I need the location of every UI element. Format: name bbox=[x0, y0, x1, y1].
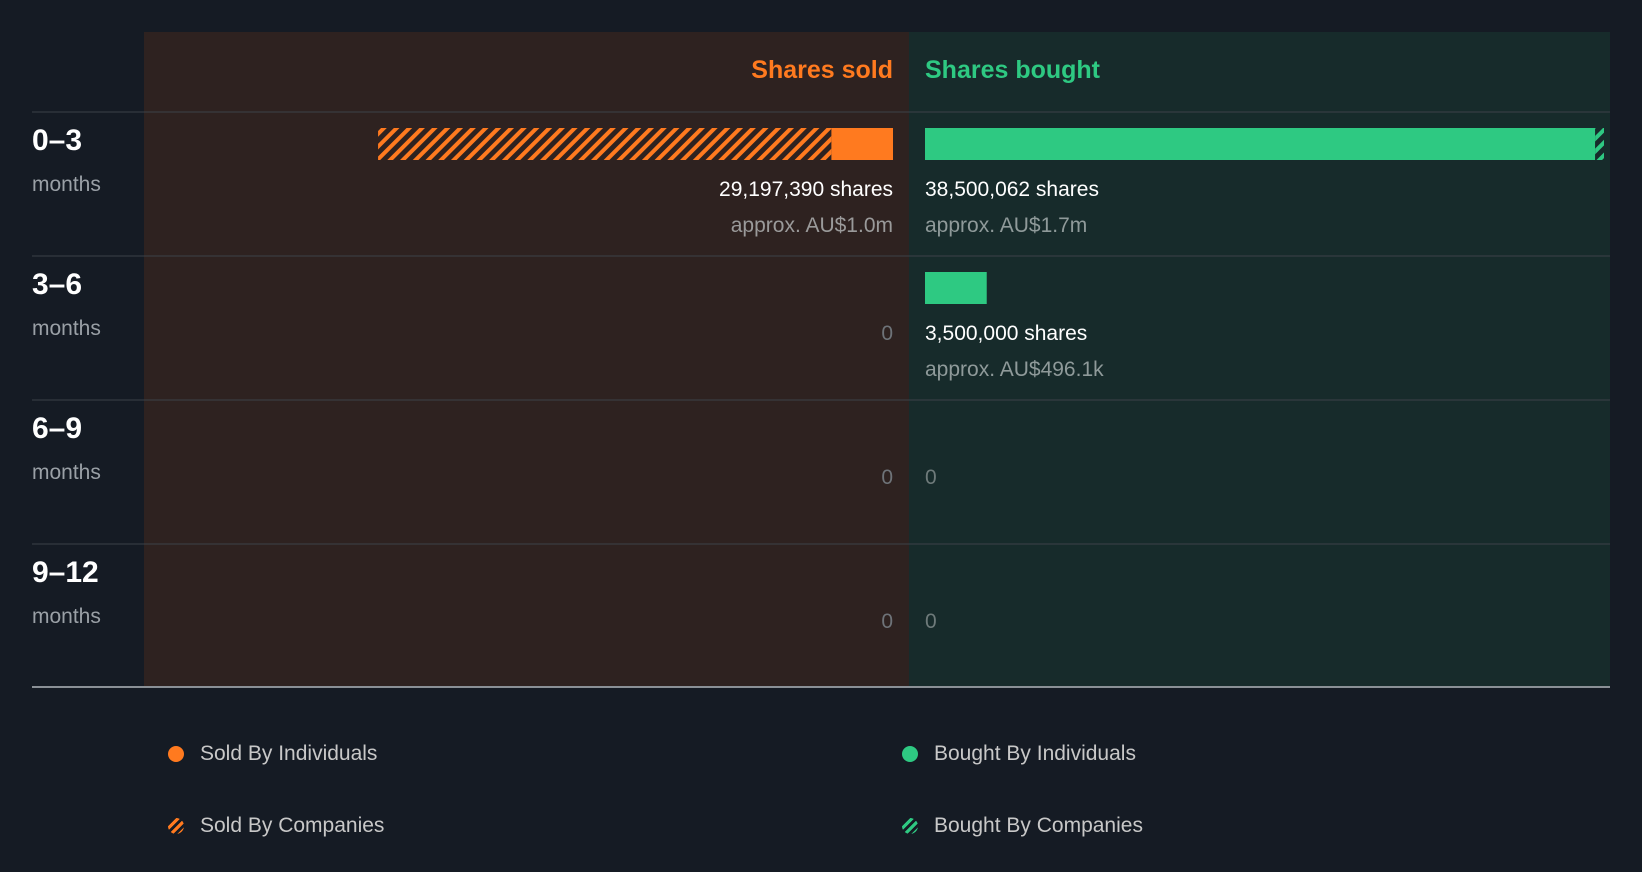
sold-individuals-dot-icon bbox=[168, 746, 184, 762]
sold-header: Shares sold bbox=[751, 56, 893, 84]
legend-sold-individuals: Sold By Individuals bbox=[168, 742, 377, 766]
period-range-label: 3–6 bbox=[32, 268, 82, 301]
bought-individuals-dot-icon bbox=[902, 746, 918, 762]
sold-value-label: approx. AU$1.0m bbox=[731, 214, 893, 237]
period-unit-label: months bbox=[32, 605, 101, 628]
insider-trading-chart: Shares sold Shares bought 0–3 months 29,19… bbox=[32, 32, 1610, 688]
sold-shares-label: 29,197,390 shares bbox=[719, 178, 893, 201]
bought-individuals-bar bbox=[925, 272, 987, 304]
period-unit-label: months bbox=[32, 173, 101, 196]
legend-sold-companies: Sold By Companies bbox=[168, 814, 384, 838]
sold-shares-label: 0 bbox=[881, 322, 893, 345]
period-range-label: 9–12 bbox=[32, 556, 99, 589]
legend-label: Bought By Companies bbox=[934, 814, 1143, 837]
sold-shares-label: 0 bbox=[881, 610, 893, 633]
bought-value-label: approx. AU$1.7m bbox=[925, 214, 1087, 237]
bought-shares-label: 38,500,062 shares bbox=[925, 178, 1099, 201]
legend-bought-individuals: Bought By Individuals bbox=[902, 742, 1136, 766]
bought-header: Shares bought bbox=[925, 56, 1101, 84]
legend-label: Sold By Individuals bbox=[200, 742, 378, 765]
legend-bought-companies: Bought By Companies bbox=[902, 814, 1143, 838]
sold-companies-bar bbox=[378, 128, 832, 160]
bought-individuals-bar bbox=[925, 128, 1596, 160]
sold-companies-hatch-icon bbox=[168, 818, 184, 834]
bought-companies-hatch-icon bbox=[902, 818, 918, 834]
bought-shares-label: 0 bbox=[925, 610, 937, 633]
period-range-label: 0–3 bbox=[32, 124, 82, 157]
period-range-label: 6–9 bbox=[32, 412, 82, 445]
bought-shares-label: 3,500,000 shares bbox=[925, 322, 1087, 345]
legend-label: Sold By Companies bbox=[200, 814, 385, 837]
period-unit-label: months bbox=[32, 317, 101, 340]
bought-shares-label: 0 bbox=[925, 466, 937, 489]
bought-value-label: approx. AU$496.1k bbox=[925, 358, 1104, 381]
period-unit-label: months bbox=[32, 461, 101, 484]
bought-companies-bar bbox=[1595, 128, 1604, 160]
sold-shares-label: 0 bbox=[881, 466, 893, 489]
sold-individuals-bar bbox=[831, 128, 893, 160]
legend-label: Bought By Individuals bbox=[934, 742, 1136, 765]
